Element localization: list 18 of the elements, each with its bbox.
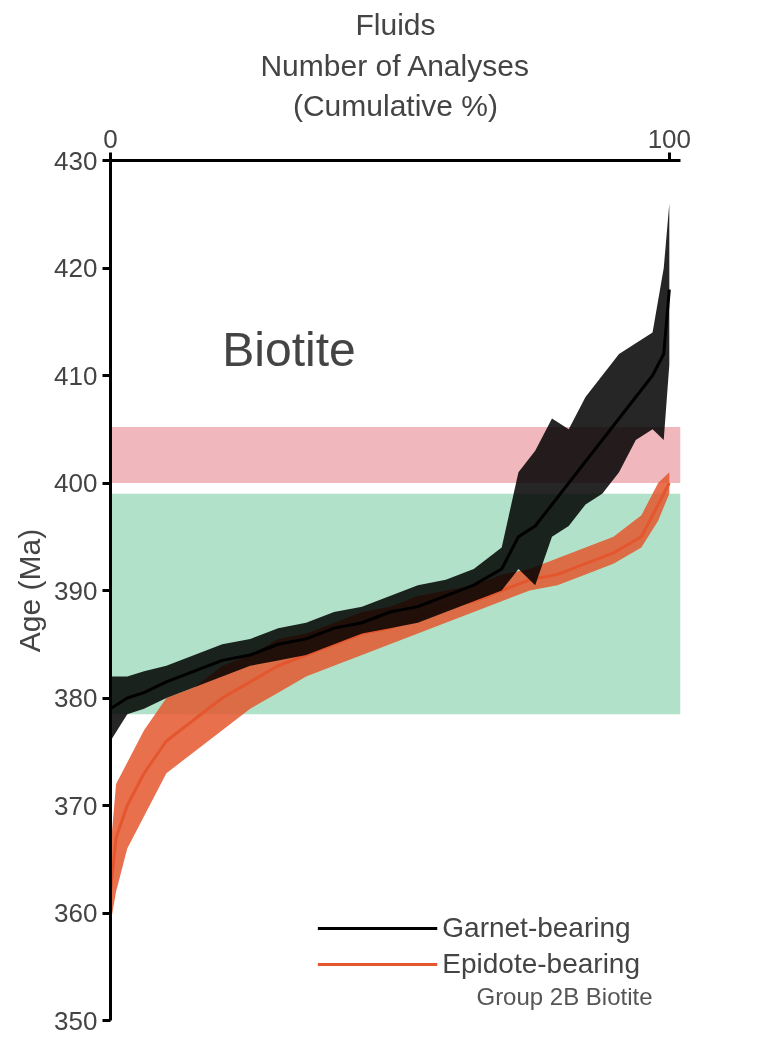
y-tick-label: 410 — [54, 360, 98, 391]
x-tick-label: 100 — [647, 123, 692, 154]
y-tick-label: 350 — [54, 1005, 98, 1036]
y-axis-title: Age (Ma) — [13, 528, 47, 653]
y-tick-label: 400 — [54, 468, 98, 498]
chart-title: Fluids — [355, 7, 436, 41]
y-tick-label: 370 — [54, 790, 98, 821]
x-axis-title: Number of Analyses (Cumulative %) — [260, 48, 529, 122]
legend-label: Garnet-bearing — [442, 912, 631, 944]
y-tick-label: 390 — [54, 575, 98, 606]
x-tick-label: 0 — [103, 123, 118, 154]
y-tick-label: 360 — [54, 898, 98, 928]
y-tick-label: 380 — [54, 683, 98, 713]
annotation: Biotite — [222, 322, 356, 376]
y-tick-label: 420 — [54, 253, 98, 283]
legend-label: Epidote-bearing — [442, 948, 640, 980]
y-tick-label: 430 — [54, 145, 98, 176]
annotation: Group 2B Biotite — [476, 982, 653, 1010]
